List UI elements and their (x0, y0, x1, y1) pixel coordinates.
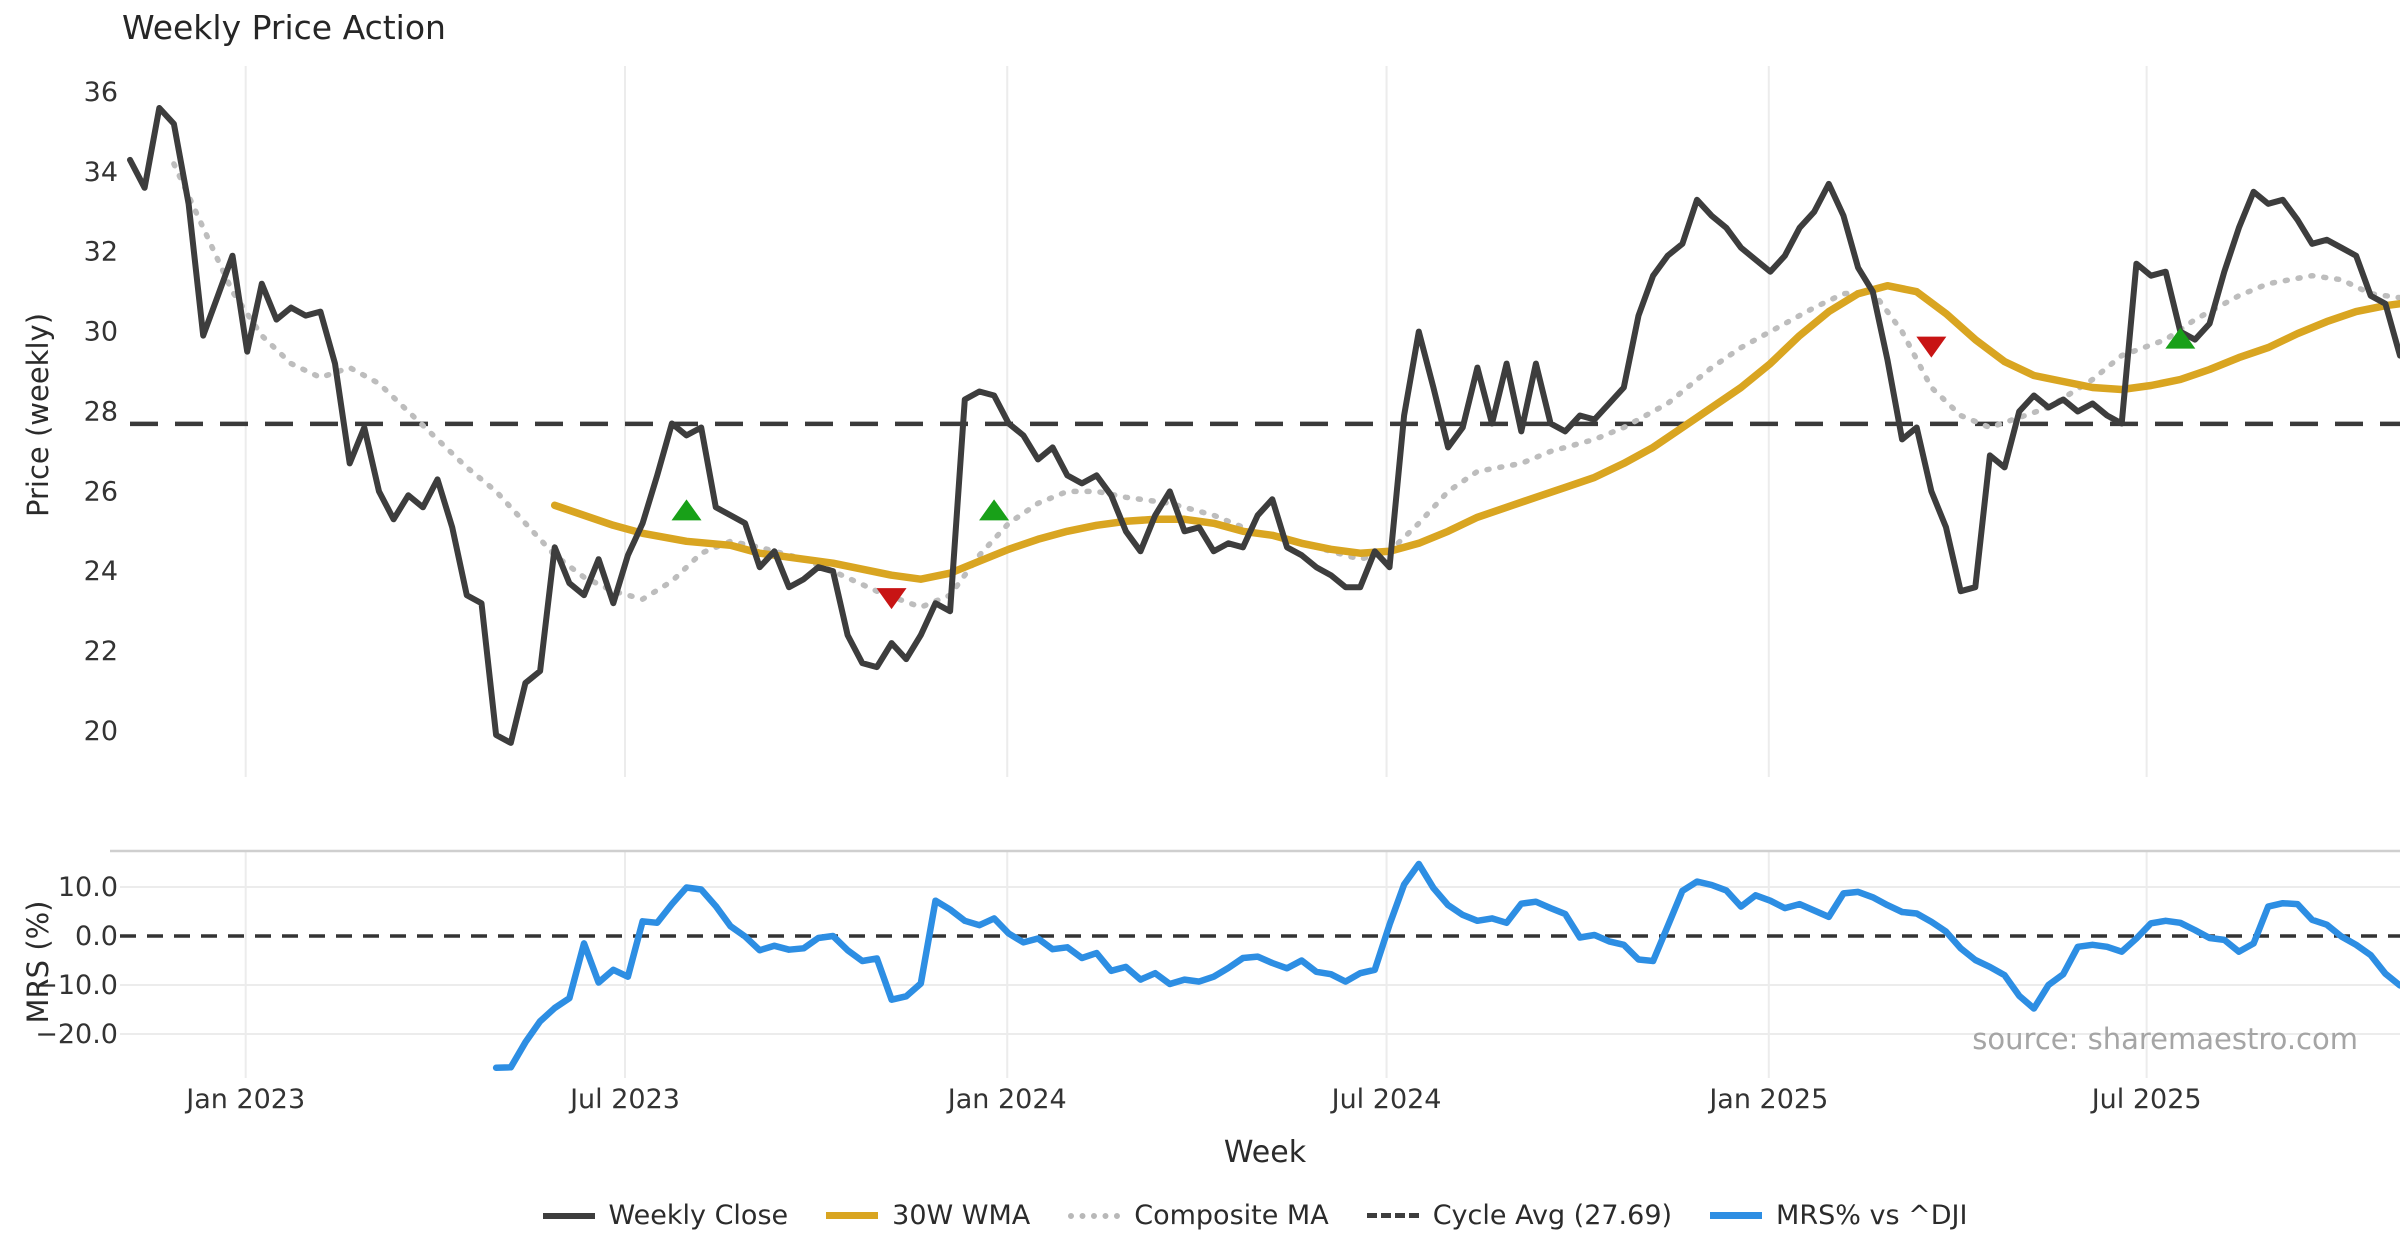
mrs-tick-label: −10.0 (35, 970, 118, 1001)
week-tick-label: Jan 2025 (1707, 1084, 1828, 1115)
week-axis-label: Week (1224, 1135, 1307, 1170)
mrs-tick-label: 10.0 (58, 872, 118, 903)
legend-mrs-label: MRS% vs ^DJI (1776, 1200, 1968, 1231)
week-axis-ticks: Jan 2023 Jul 2023 Jan 2024 Jul 2024 Jan 2025… (184, 1084, 2201, 1115)
week-tick-label: Jul 2023 (568, 1084, 680, 1115)
mrs-axis-label: MRS (%) (21, 901, 55, 1024)
price-axis-label: Price (weekly) (21, 313, 55, 517)
legend-30w-wma: 30W WMA (826, 1200, 1030, 1231)
top-panel-gridlines (244, 66, 2148, 777)
sell-signal-markers (876, 336, 1947, 610)
price-tick-label: 34 (84, 157, 118, 188)
legend-cycle-avg-label: Cycle Avg (27.69) (1432, 1200, 1673, 1231)
sell-signal-triangle-icon (1916, 336, 1947, 358)
mrs-tick-label: 0.0 (75, 921, 118, 952)
week-tick-label: Jul 2025 (2090, 1084, 2202, 1115)
legend-composite-ma-label: Composite MA (1134, 1200, 1329, 1231)
legend-mrs: MRS% vs ^DJI (1710, 1200, 1967, 1231)
buy-signal-triangle-icon (671, 499, 702, 521)
legend-mrs-swatch-icon (1710, 1212, 1763, 1219)
legend-composite-ma-swatch-icon (1068, 1212, 1121, 1219)
week-tick-label: Jan 2024 (946, 1084, 1067, 1115)
price-tick-label: 24 (84, 556, 118, 587)
mrs-line (492, 860, 2400, 1072)
legend-composite-ma: Composite MA (1068, 1200, 1329, 1231)
bottom-panel-gridlines (110, 849, 2400, 1078)
mrs-axis-ticks: 10.0 0.0 −10.0 −20.0 (35, 872, 118, 1050)
buy-signal-triangle-icon (2165, 327, 2196, 349)
price-tick-label: 36 (84, 77, 118, 108)
legend-cycle-avg: Cycle Avg (27.69) (1366, 1200, 1673, 1231)
weekly-close-line (127, 105, 2400, 746)
price-axis-ticks: 36 34 32 30 28 26 24 22 20 (84, 77, 118, 747)
wma-line (550, 281, 2400, 583)
legend: Weekly Close 30W WMA Composite MA Cycle Avg… (0, 1200, 2400, 1231)
price-tick-label: 20 (84, 716, 118, 747)
price-tick-label: 26 (84, 476, 118, 507)
buy-signal-triangle-icon (979, 499, 1010, 521)
mrs-tick-label: −20.0 (35, 1019, 118, 1050)
price-tick-label: 32 (84, 237, 118, 268)
sell-signal-triangle-icon (876, 588, 907, 610)
source-attribution: source: sharemaestro.com (1972, 1022, 2358, 1056)
legend-weekly-close-label: Weekly Close (608, 1200, 789, 1231)
legend-cycle-avg-swatch-icon (1366, 1213, 1419, 1218)
price-tick-label: 30 (84, 317, 118, 348)
price-tick-label: 22 (84, 636, 118, 667)
chart-title: Weekly Price Action (122, 8, 446, 47)
legend-weekly-close-swatch-icon (542, 1212, 595, 1219)
legend-30w-wma-label: 30W WMA (892, 1200, 1031, 1231)
composite-ma-line (171, 161, 2400, 610)
buy-signal-markers (671, 327, 2196, 521)
legend-30w-wma-swatch-icon (826, 1212, 879, 1219)
legend-weekly-close: Weekly Close (542, 1200, 789, 1231)
week-tick-label: Jan 2023 (184, 1084, 305, 1115)
week-tick-label: Jul 2024 (1330, 1084, 1442, 1115)
price-tick-label: 28 (84, 396, 118, 427)
